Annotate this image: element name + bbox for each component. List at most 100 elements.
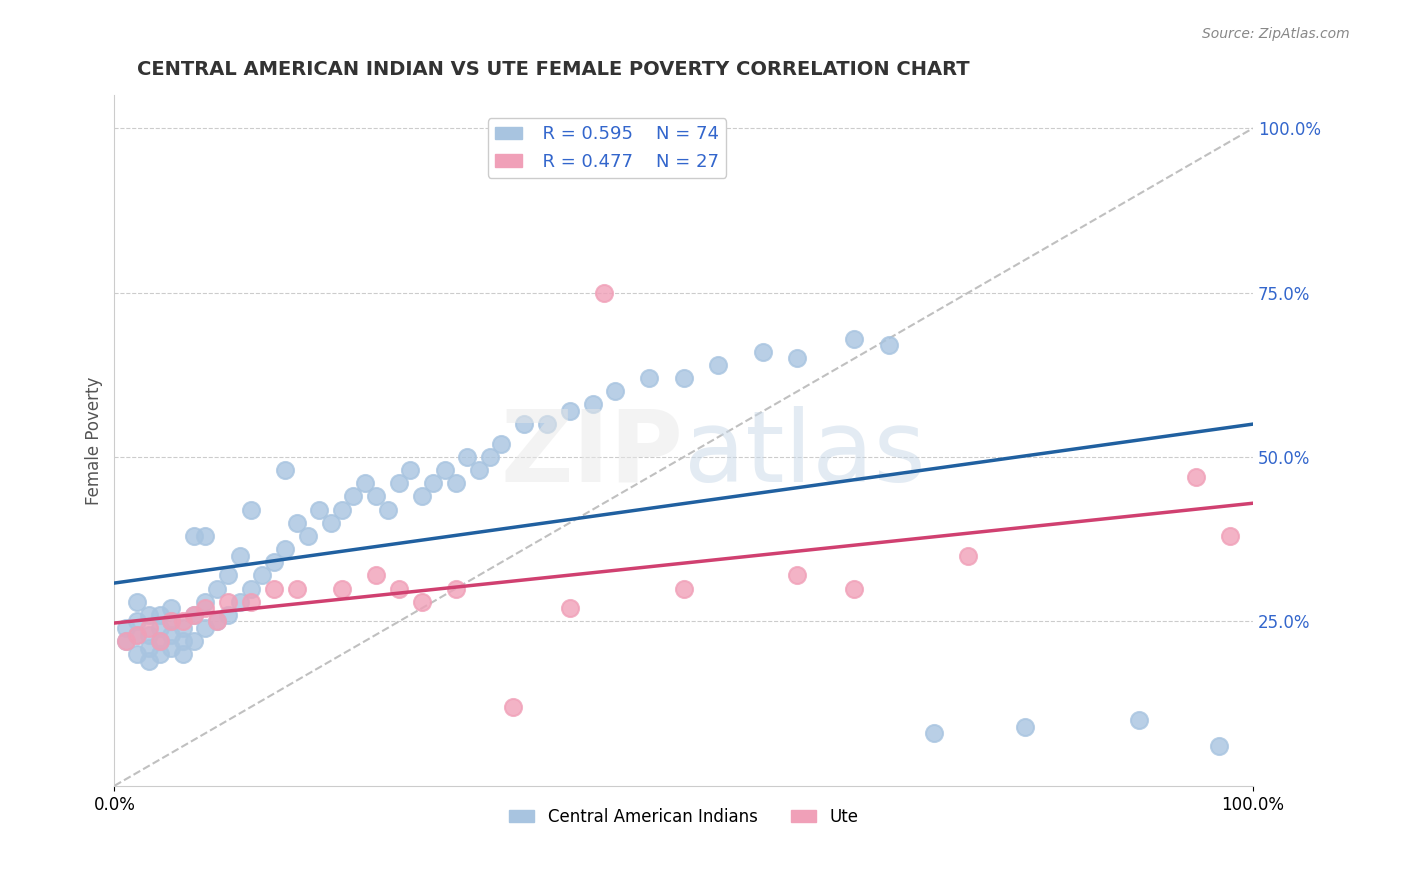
Point: [127, 595, 149, 609]
Point: [172, 615, 194, 629]
Point: [274, 542, 297, 557]
Point: [786, 568, 808, 582]
Point: [399, 463, 422, 477]
Point: [672, 582, 695, 596]
Point: [114, 634, 136, 648]
Point: [581, 397, 603, 411]
Point: [957, 549, 980, 563]
Y-axis label: Female Poverty: Female Poverty: [86, 376, 103, 505]
Point: [138, 627, 160, 641]
Point: [707, 358, 730, 372]
Point: [149, 621, 172, 635]
Point: [536, 417, 558, 432]
Point: [263, 582, 285, 596]
Point: [160, 640, 183, 655]
Point: [240, 502, 263, 516]
Point: [183, 529, 205, 543]
Point: [479, 450, 502, 464]
Point: [513, 417, 536, 432]
Point: [366, 568, 388, 582]
Point: [1185, 469, 1208, 483]
Point: [411, 490, 433, 504]
Point: [342, 490, 364, 504]
Point: [138, 607, 160, 622]
Point: [228, 595, 250, 609]
Point: [205, 615, 228, 629]
Point: [217, 595, 239, 609]
Point: [194, 601, 217, 615]
Point: [285, 582, 308, 596]
Point: [205, 615, 228, 629]
Point: [183, 607, 205, 622]
Point: [172, 648, 194, 662]
Point: [1208, 739, 1230, 754]
Point: [138, 654, 160, 668]
Point: [252, 568, 274, 582]
Point: [388, 582, 411, 596]
Point: [593, 285, 616, 300]
Point: [422, 476, 444, 491]
Point: [160, 601, 183, 615]
Point: [127, 648, 149, 662]
Point: [263, 555, 285, 569]
Point: [114, 621, 136, 635]
Point: [172, 634, 194, 648]
Text: CENTRAL AMERICAN INDIAN VS UTE FEMALE POVERTY CORRELATION CHART: CENTRAL AMERICAN INDIAN VS UTE FEMALE PO…: [138, 60, 970, 78]
Point: [127, 615, 149, 629]
Point: [467, 463, 489, 477]
Point: [149, 634, 172, 648]
Point: [330, 582, 353, 596]
Point: [844, 582, 866, 596]
Point: [491, 437, 513, 451]
Point: [433, 463, 456, 477]
Point: [1219, 529, 1241, 543]
Point: [138, 621, 160, 635]
Point: [160, 615, 183, 629]
Text: Source: ZipAtlas.com: Source: ZipAtlas.com: [1202, 27, 1350, 41]
Point: [127, 627, 149, 641]
Point: [605, 384, 627, 399]
Point: [138, 640, 160, 655]
Point: [217, 607, 239, 622]
Point: [127, 627, 149, 641]
Point: [558, 404, 581, 418]
Point: [160, 615, 183, 629]
Point: [172, 621, 194, 635]
Point: [194, 529, 217, 543]
Point: [502, 699, 524, 714]
Point: [786, 351, 808, 366]
Point: [149, 648, 172, 662]
Point: [638, 371, 661, 385]
Point: [194, 595, 217, 609]
Point: [411, 595, 433, 609]
Point: [319, 516, 342, 530]
Text: ZIP: ZIP: [501, 406, 683, 503]
Point: [1014, 720, 1036, 734]
Point: [240, 595, 263, 609]
Point: [444, 476, 467, 491]
Point: [240, 582, 263, 596]
Point: [330, 502, 353, 516]
Point: [149, 607, 172, 622]
Point: [1128, 713, 1150, 727]
Point: [160, 627, 183, 641]
Point: [114, 634, 136, 648]
Point: [205, 582, 228, 596]
Point: [285, 516, 308, 530]
Point: [183, 607, 205, 622]
Legend: Central American Indians, Ute: Central American Indians, Ute: [502, 801, 865, 832]
Point: [366, 490, 388, 504]
Point: [456, 450, 478, 464]
Point: [388, 476, 411, 491]
Point: [308, 502, 330, 516]
Text: atlas: atlas: [683, 406, 925, 503]
Point: [149, 634, 172, 648]
Point: [183, 634, 205, 648]
Point: [752, 344, 775, 359]
Point: [228, 549, 250, 563]
Point: [877, 338, 900, 352]
Point: [377, 502, 399, 516]
Point: [558, 601, 581, 615]
Point: [274, 463, 297, 477]
Point: [297, 529, 319, 543]
